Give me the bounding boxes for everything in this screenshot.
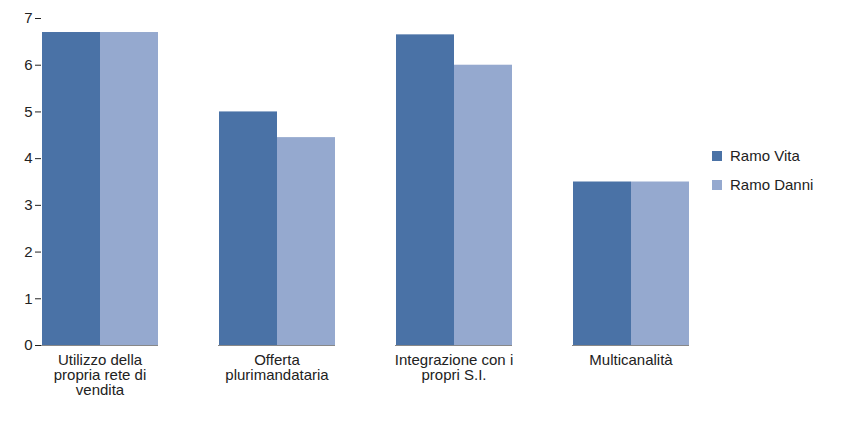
- svg-text:4: 4: [24, 149, 32, 166]
- svg-text:0: 0: [24, 336, 32, 353]
- svg-text:Offertaplurimandataria: Offertaplurimandataria: [225, 351, 329, 383]
- svg-text:Utilizzo dellapropria rete div: Utilizzo dellapropria rete divendita: [54, 351, 147, 398]
- svg-text:3: 3: [24, 196, 32, 213]
- svg-text:1: 1: [24, 290, 32, 307]
- svg-text:Multicanalità: Multicanalità: [589, 351, 673, 368]
- html-text:Ramo Vita: Ramo Vita: [730, 147, 800, 164]
- html-text:Ramo Danni: Ramo Danni: [730, 176, 814, 193]
- svg-text:2: 2: [24, 243, 32, 260]
- svg-text:7: 7: [24, 9, 32, 26]
- svg-text:6: 6: [24, 56, 32, 73]
- svg-text:Integrazione con ipropri S.I.: Integrazione con ipropri S.I.: [395, 351, 513, 383]
- svg-text:5: 5: [24, 103, 32, 120]
